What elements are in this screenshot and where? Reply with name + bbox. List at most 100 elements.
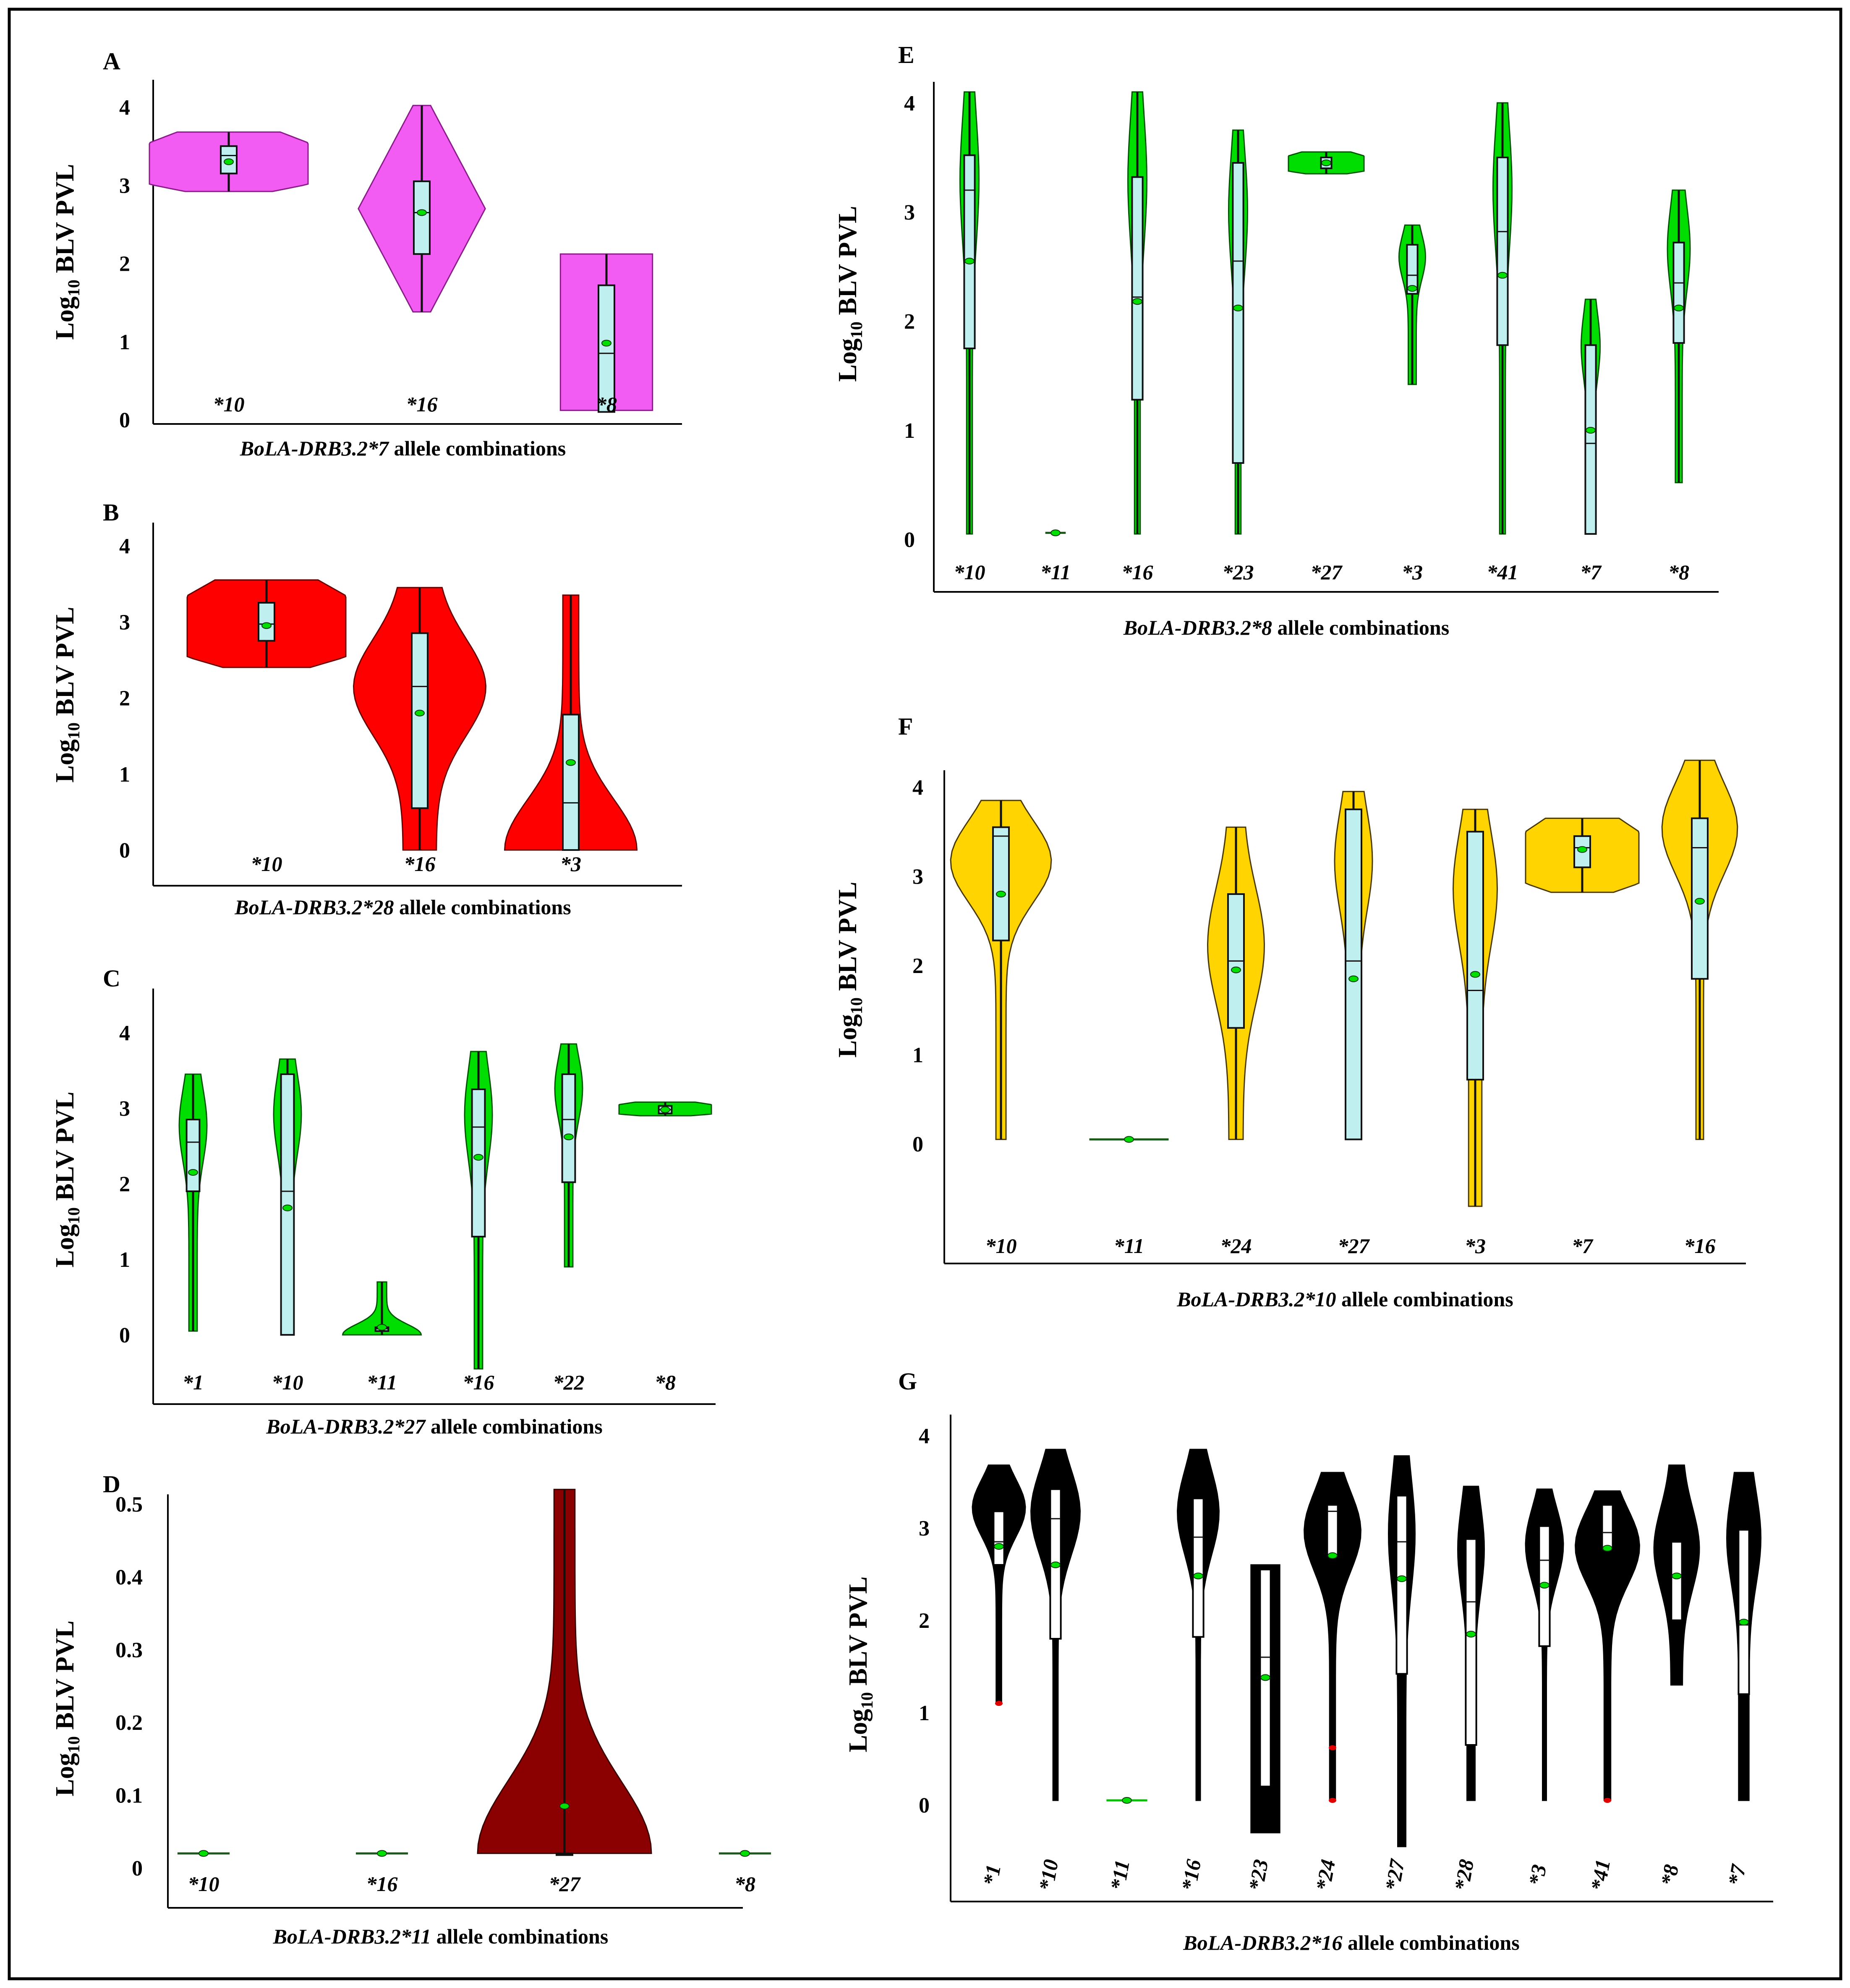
y-tick-label: 3 xyxy=(912,865,923,889)
violin xyxy=(1667,189,1691,484)
y-tick-label: 4 xyxy=(119,534,130,558)
y-tick-label: 0.2 xyxy=(115,1711,143,1735)
category-label: *10 xyxy=(188,1872,219,1896)
y-tick-label: 0 xyxy=(119,408,130,432)
category-label: *27 xyxy=(1311,560,1343,584)
category-label: *27 xyxy=(549,1872,581,1896)
mean-marker xyxy=(559,1802,570,1810)
violin xyxy=(149,131,309,192)
y-tick-label: 2 xyxy=(904,310,915,334)
category-label: *7 xyxy=(1723,1862,1750,1888)
mean-marker xyxy=(199,1850,209,1857)
panel-label: D xyxy=(103,1470,120,1498)
violin xyxy=(618,1101,712,1117)
mean-marker xyxy=(1260,1674,1270,1681)
violin xyxy=(1288,151,1365,175)
outlier-point xyxy=(1604,1798,1611,1803)
y-tick-label: 4 xyxy=(119,96,130,120)
box xyxy=(1465,1538,1477,1746)
mean-marker xyxy=(994,1543,1004,1550)
violin xyxy=(1575,1490,1640,1803)
mean-marker xyxy=(1695,898,1705,905)
violin xyxy=(178,1073,208,1332)
violin xyxy=(1726,1472,1762,1801)
box xyxy=(220,145,238,175)
violin xyxy=(972,1464,1026,1706)
category-label: *27 xyxy=(1380,1857,1409,1893)
x-axis-label: BoLA-DRB3.2*7 allele combinations xyxy=(240,437,566,460)
violin xyxy=(554,1043,583,1268)
mean-marker xyxy=(1407,285,1417,292)
category-label: *10 xyxy=(954,560,985,584)
mean-marker xyxy=(377,1850,387,1857)
category-label: *23 xyxy=(1223,560,1254,584)
category-label: *23 xyxy=(1244,1857,1273,1893)
mean-marker xyxy=(1122,1797,1132,1804)
category-label: *27 xyxy=(1338,1234,1370,1258)
y-axis-label: Log10 BLV PVL xyxy=(51,1091,83,1267)
y-tick-label: 2 xyxy=(119,1172,130,1196)
y-tick-label: 0 xyxy=(912,1133,923,1156)
box xyxy=(993,1510,1005,1566)
y-tick-label: 2 xyxy=(919,1609,930,1633)
violin xyxy=(177,1850,230,1857)
category-label: *16 xyxy=(1177,1857,1205,1893)
violin xyxy=(504,594,638,851)
box xyxy=(1466,831,1484,1080)
violin xyxy=(1653,1464,1700,1686)
box xyxy=(992,826,1010,942)
mean-marker xyxy=(1497,272,1508,279)
box xyxy=(561,1073,576,1183)
y-tick-label: 0.5 xyxy=(115,1493,143,1517)
mean-marker xyxy=(1327,1552,1338,1559)
y-tick-label: 1 xyxy=(919,1701,930,1725)
box xyxy=(1395,1495,1408,1675)
violin xyxy=(1525,1488,1564,1801)
mean-marker xyxy=(996,891,1006,897)
outlier-point xyxy=(1329,1745,1336,1750)
y-tick-label: 3 xyxy=(119,1097,130,1121)
box xyxy=(186,1119,201,1192)
mean-marker xyxy=(601,340,611,347)
panel-a: A 0 1 2 3 4 Log10 BLV PVL BoLA-DRB3.2*7 allele … xyxy=(51,47,682,460)
violin xyxy=(1580,298,1601,535)
x-axis-label: BoLA-DRB3.2*11 allele combinations xyxy=(273,1925,609,1948)
category-label: *7 xyxy=(1572,1234,1594,1258)
mean-marker xyxy=(964,258,975,264)
box xyxy=(471,1088,486,1237)
violin xyxy=(559,253,653,413)
mean-marker xyxy=(740,1850,750,1857)
category-label: *41 xyxy=(1586,1857,1615,1893)
mean-marker xyxy=(1470,971,1480,978)
mean-marker xyxy=(415,709,425,717)
category-label: *8 xyxy=(1668,560,1689,584)
box xyxy=(1131,176,1144,401)
panel-label: B xyxy=(103,499,119,526)
panel-label: E xyxy=(898,41,915,68)
box xyxy=(280,1073,295,1336)
y-tick-label: 4 xyxy=(919,1424,930,1448)
panel-e: E 0 1 2 3 4 Log10 BLV PVL BoLA-DRB3.2*8 allele … xyxy=(834,41,1719,639)
box xyxy=(562,714,580,851)
category-label: *3 xyxy=(1465,1234,1486,1258)
violin xyxy=(464,1051,493,1370)
violin xyxy=(950,800,1052,1140)
mean-marker xyxy=(224,158,234,165)
mean-marker xyxy=(660,1106,670,1113)
violin xyxy=(1176,1449,1220,1801)
y-axis-label: Log10 BLV PVL xyxy=(51,164,83,340)
violin xyxy=(1525,817,1640,893)
y-tick-label: 3 xyxy=(119,610,130,634)
violin xyxy=(1106,1797,1147,1804)
outlier-point xyxy=(995,1701,1003,1706)
x-axis-label: BoLA-DRB3.2*16 allele combinations xyxy=(1183,1931,1519,1954)
category-label: *3 xyxy=(560,852,581,876)
violin xyxy=(1207,827,1265,1140)
panel-label: C xyxy=(103,965,120,992)
box xyxy=(413,180,431,255)
y-axis-label: Log10 BLV PVL xyxy=(834,206,866,382)
violin xyxy=(353,587,487,851)
mean-marker xyxy=(1397,1575,1407,1582)
mean-marker xyxy=(1739,1619,1749,1626)
violin xyxy=(1304,1472,1361,1803)
